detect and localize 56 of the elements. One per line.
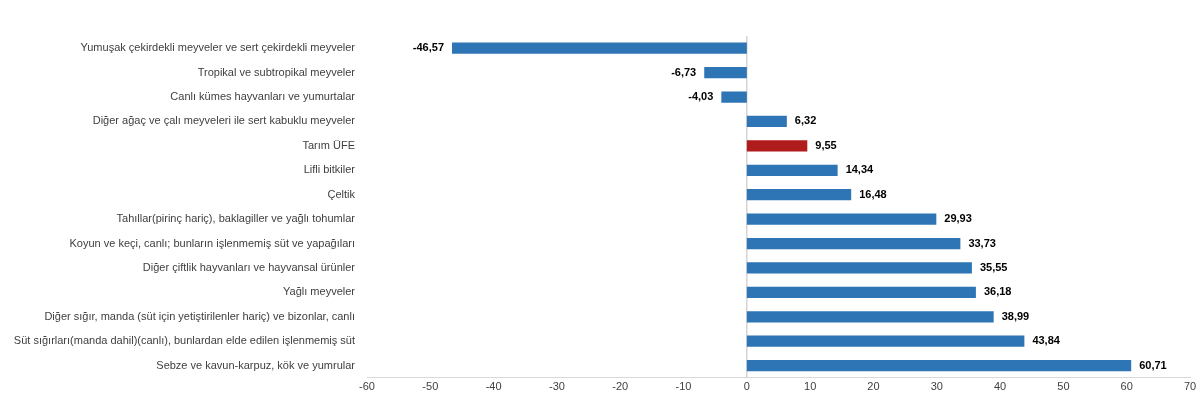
data-label: 9,55 <box>815 138 837 151</box>
bar <box>704 67 747 79</box>
x-tick-label: 0 <box>743 380 750 393</box>
bar <box>721 91 747 103</box>
y-tick-label: Çeltik <box>327 187 356 200</box>
bar <box>746 213 937 225</box>
bar <box>746 311 994 323</box>
x-tick-label: -10 <box>675 380 692 393</box>
bar <box>746 262 972 274</box>
y-tick-label: Süt sığırları(manda dahil)(canlı), bunlardan elde edilen işlenmemiş süt <box>13 334 355 347</box>
x-tick-label: -40 <box>485 380 502 393</box>
y-tick-label: Diğer sığır, manda (süt için yetiştirilenler hariç) ve bizonlar, canlı <box>44 309 355 322</box>
y-tick-label: Yumuşak çekirdekli meyveler ve sert çekirdekli meyveler <box>80 41 356 54</box>
data-label: 43,84 <box>1032 334 1061 347</box>
y-tick-label: Tarım ÜFE <box>302 138 355 151</box>
y-tick-label: Canlı kümes hayvanları ve yumurtalar <box>170 90 356 103</box>
data-label: 36,18 <box>983 285 1012 298</box>
data-label: 29,93 <box>944 212 972 225</box>
bar <box>746 286 976 298</box>
y-tick-label: Koyun ve keçi, canlı; bunların işlenmemiş süt ve yapağıları <box>69 236 355 249</box>
x-tick-label: -50 <box>422 380 439 393</box>
x-tick-label: 40 <box>993 380 1007 393</box>
y-tick-label: Tahıllar(pirinç hariç), baklagiller ve yağlı tohumlar <box>116 212 356 225</box>
x-tick-label: 50 <box>1057 380 1070 393</box>
data-label: 16,48 <box>859 187 887 200</box>
bar <box>746 140 808 152</box>
x-tick-label: 10 <box>804 380 817 393</box>
y-tick-label: Tropikal ve subtropikal meyveler <box>197 65 356 78</box>
y-tick-label: Sebze ve kavun-karpuz, kök ve yumrular <box>156 358 356 371</box>
data-label: 38,99 <box>1001 309 1030 322</box>
bar <box>452 42 747 54</box>
data-label: -6,73 <box>671 65 697 78</box>
y-tick-label: Lifli bitkiler <box>303 163 356 176</box>
data-label: 33,73 <box>968 236 996 249</box>
bar <box>746 359 1132 372</box>
y-tick-label: Yağlı meyveler <box>283 285 356 298</box>
x-tick-label: -20 <box>612 380 629 393</box>
data-label: 60,71 <box>1139 358 1167 371</box>
y-tick-label: Diğer ağaç ve çalı meyveleri ile sert kabuklu meyveler <box>92 114 356 127</box>
x-tick-label: 60 <box>1120 380 1133 393</box>
x-tick-label: 30 <box>930 380 943 393</box>
bar <box>746 115 787 128</box>
x-tick-label: 20 <box>867 380 880 393</box>
bar <box>746 189 852 201</box>
x-tick-label: -30 <box>548 380 565 393</box>
bar <box>746 164 838 176</box>
x-tick-label: -60 <box>359 380 375 393</box>
data-label: 14,34 <box>845 163 875 176</box>
data-label: -46,57 <box>412 41 445 54</box>
y-tick-label: Diğer çiftlik hayvanları ve hayvansal ürünler <box>142 260 356 273</box>
data-label: -4,03 <box>688 90 714 103</box>
data-label: 35,55 <box>979 260 1008 273</box>
bar <box>746 237 961 250</box>
bar <box>746 335 1025 347</box>
x-tick-label: 70 <box>1183 380 1197 393</box>
data-label: 6,32 <box>794 114 817 127</box>
